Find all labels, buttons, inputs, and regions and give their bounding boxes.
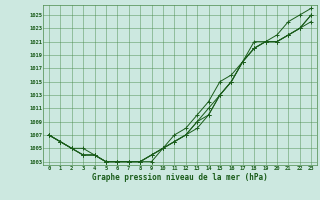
X-axis label: Graphe pression niveau de la mer (hPa): Graphe pression niveau de la mer (hPa) bbox=[92, 173, 268, 182]
